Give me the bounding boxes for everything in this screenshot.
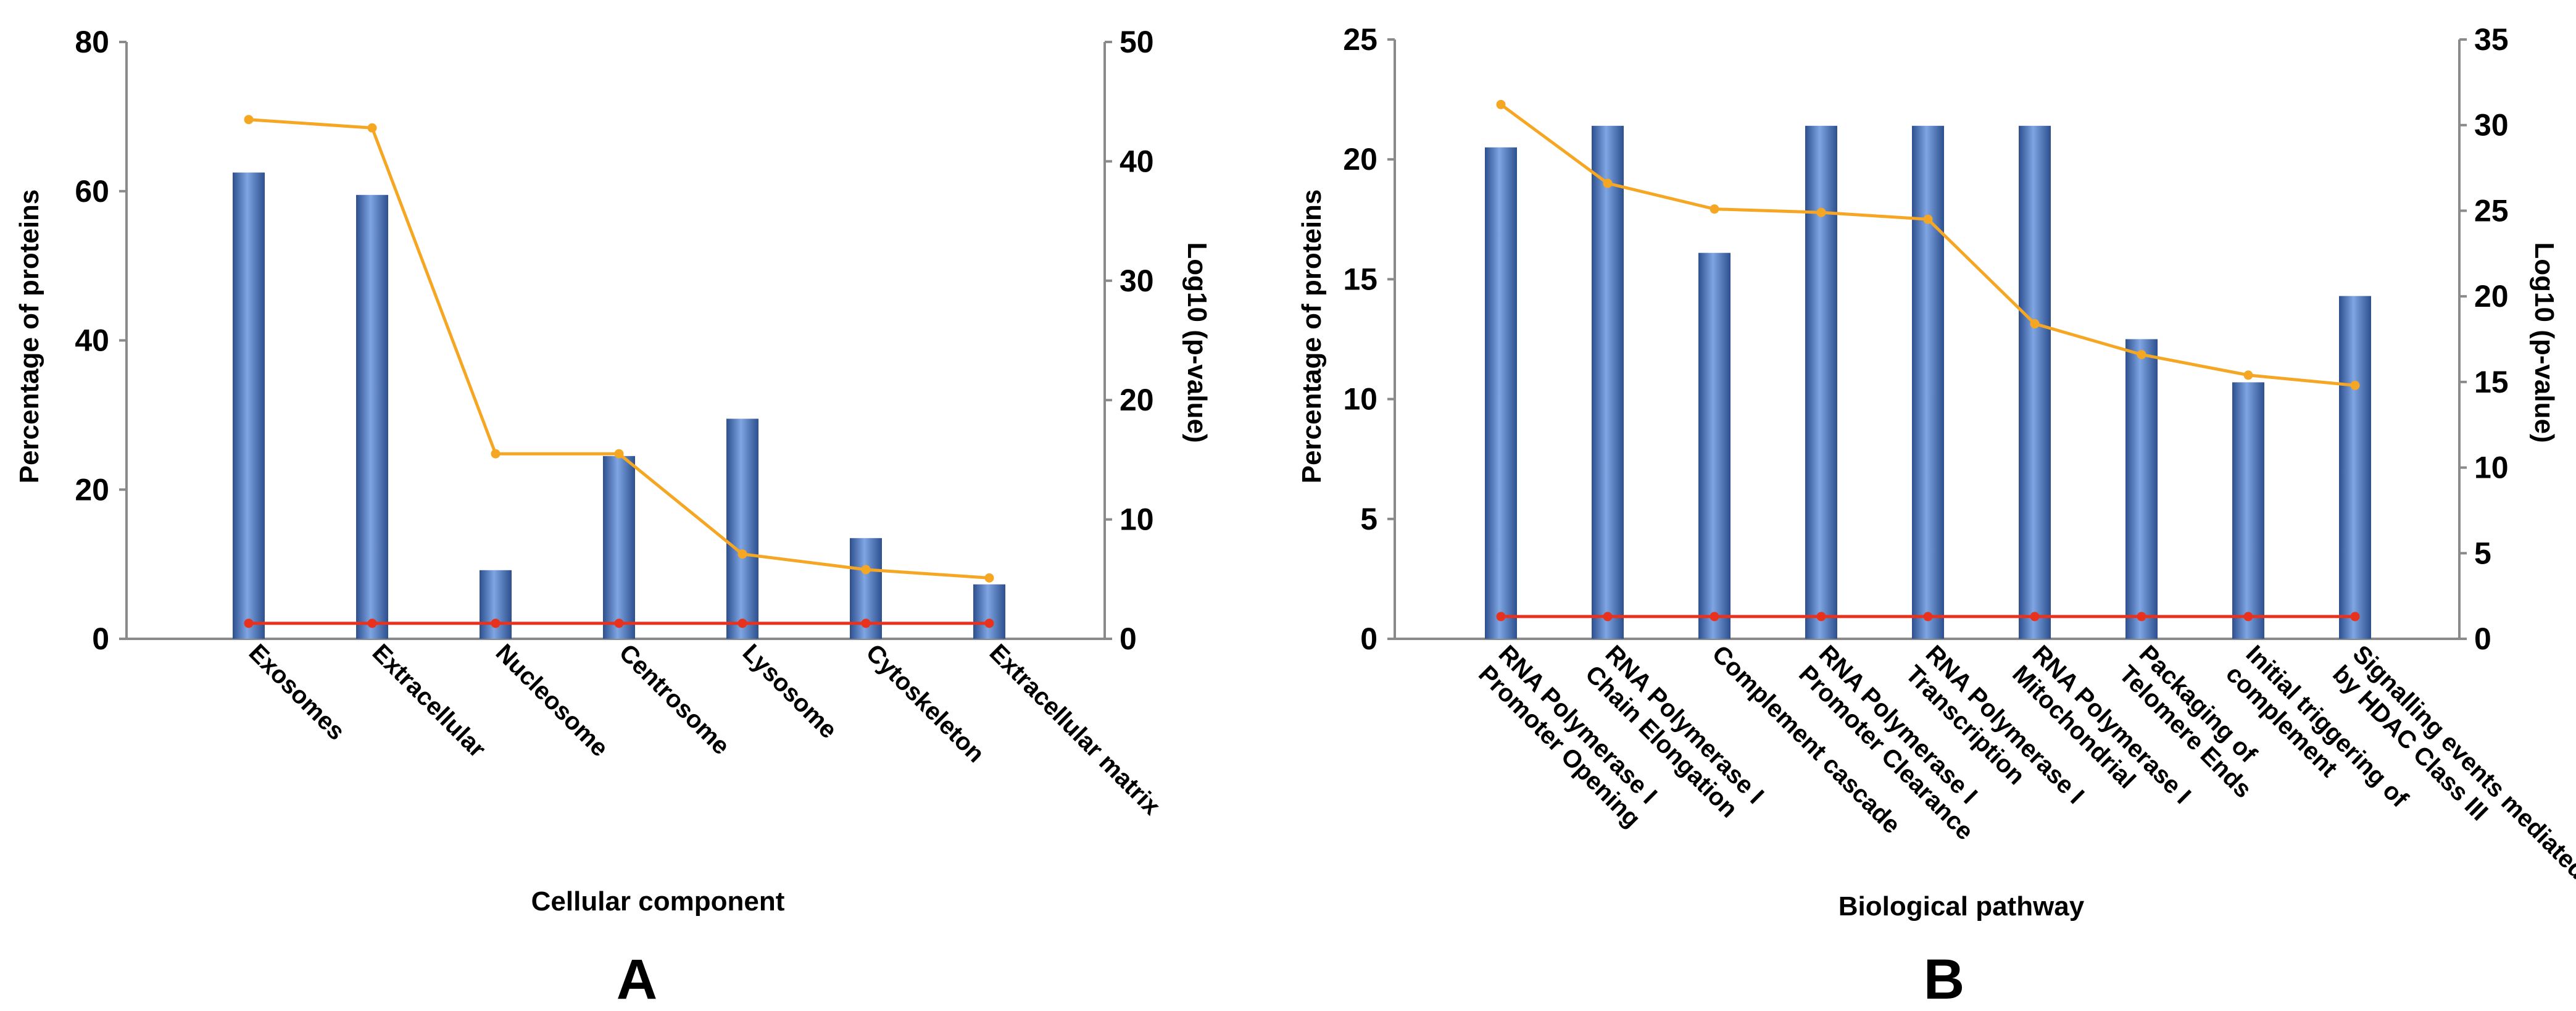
- chart-b-threshold-point: [1816, 612, 1826, 622]
- chart-a-ytick-label: 20: [75, 472, 109, 507]
- chart-a-pvalue-point: [614, 449, 624, 459]
- chart-b-threshold-point: [1923, 612, 1933, 622]
- chart-b-threshold-point: [1710, 612, 1719, 622]
- chart-b-y2tick-label: 5: [2474, 536, 2491, 570]
- chart-b-panel-label: B: [1924, 948, 1964, 1011]
- chart-b-bar: [2019, 125, 2051, 639]
- chart-a-threshold-point: [737, 618, 747, 628]
- chart-b-y2tick-label: 10: [2474, 451, 2509, 485]
- chart-b-ytick-label: 20: [1343, 142, 1377, 177]
- chart-a-bar: [356, 194, 388, 639]
- chart-b-ylabel: Percentage of proteins: [1297, 189, 1327, 484]
- chart-b-pvalue-point: [2137, 349, 2146, 359]
- chart-b-y2tick-label: 35: [2474, 22, 2509, 57]
- chart-a-threshold-point: [614, 618, 624, 628]
- chart-a-y2tick-label: 30: [1120, 264, 1154, 298]
- chart-b-bar: [1592, 125, 1624, 639]
- chart-a-y2label: Log10 (p-value): [1182, 242, 1212, 443]
- chart-a-axis-titles: Percentage of proteins Log10 (p-value) C…: [14, 189, 1212, 1011]
- chart-b-y2tick-label: 20: [2474, 279, 2509, 314]
- chart-b-threshold-point: [2350, 612, 2360, 622]
- chart-a-pvalue-point: [367, 123, 377, 133]
- chart-a-pvalue-point: [244, 115, 254, 125]
- chart-b-ytick-label: 25: [1343, 22, 1377, 57]
- chart-a-pvalue-point: [984, 573, 994, 583]
- chart-b-y2tick-label: 30: [2474, 108, 2509, 143]
- chart-b-ytick-label: 15: [1343, 262, 1377, 296]
- chart-a-y2tick-label: 10: [1120, 502, 1154, 537]
- chart-b-y2tick-label: 25: [2474, 193, 2509, 228]
- chart-a-category-label: Cytoskeleton: [861, 639, 990, 768]
- chart-b-threshold-point: [2243, 612, 2253, 622]
- chart-b-bar: [2232, 382, 2264, 639]
- chart-b-pvalue-point: [1710, 204, 1719, 214]
- chart-a-category-label: Extracellular matrix: [984, 639, 1166, 820]
- chart-b-bar: [1805, 125, 1837, 639]
- chart-b-y2tick-label: 15: [2474, 365, 2509, 399]
- chart-a-category-label: Centrosome: [614, 639, 735, 760]
- chart-a-pvalue-point: [737, 549, 747, 559]
- chart-b-pvalue-point: [1603, 178, 1613, 188]
- chart-a-y2tick-label: 50: [1120, 25, 1154, 59]
- chart-b-bar: [2339, 296, 2371, 639]
- chart-a-ytick-label: 40: [75, 323, 109, 358]
- chart-a-threshold-point: [491, 618, 501, 628]
- chart-a-bar: [233, 172, 265, 639]
- chart-a-ytick-label: 80: [75, 25, 109, 59]
- chart-a-category-label: Lysosome: [737, 639, 842, 744]
- chart-a-category-label: Exosomes: [244, 639, 351, 746]
- chart-a-ylabel: Percentage of proteins: [14, 189, 44, 484]
- chart-a-y2tick-label: 20: [1120, 383, 1154, 417]
- chart-b-bar: [1485, 147, 1517, 639]
- chart-b-pvalue-point: [2030, 319, 2040, 329]
- chart-b-y2label: Log10 (p-value): [2529, 242, 2559, 443]
- chart-a-pvalue-point: [861, 565, 871, 575]
- chart-b-threshold-point: [2030, 612, 2040, 622]
- chart-b-threshold-point: [2137, 612, 2146, 622]
- chart-a-ytick-label: 60: [75, 174, 109, 209]
- chart-b-pvalue-point: [1816, 207, 1826, 217]
- chart-a-category-label: Nucleosome: [491, 639, 613, 762]
- chart-b-pvalue-point: [2243, 370, 2253, 380]
- chart-a-threshold-point: [861, 618, 871, 628]
- chart-a-category-label: Extracellular: [367, 639, 491, 763]
- chart-a-pvalue-point: [491, 449, 501, 459]
- chart-b-threshold-point: [1603, 612, 1613, 622]
- chart-b-threshold-point: [1496, 612, 1506, 622]
- chart-a-threshold-point: [367, 618, 377, 628]
- chart-b-pvalue-point: [1923, 214, 1933, 224]
- chart-b-bar: [1912, 125, 1944, 639]
- chart-a-threshold-point: [984, 618, 994, 628]
- chart-a-panel-label: A: [617, 948, 657, 1011]
- chart-a-bar: [973, 584, 1005, 639]
- chart-b-bar: [2125, 339, 2158, 639]
- chart-b-ytick-label: 10: [1343, 382, 1377, 417]
- chart-a-y2tick-label: 0: [1120, 622, 1137, 656]
- chart-b-ytick-label: 0: [1360, 622, 1377, 656]
- chart-a-ytick-label: 0: [92, 622, 109, 656]
- chart-a-xlabel: Cellular component: [531, 886, 785, 917]
- chart-a-threshold-point: [244, 618, 254, 628]
- chart-a-bar: [603, 456, 635, 639]
- chart-b-bar: [1698, 252, 1730, 639]
- chart-a-y2tick-label: 40: [1120, 144, 1154, 178]
- chart-b-y2tick-label: 0: [2474, 622, 2491, 656]
- chart-a-bar: [480, 570, 512, 639]
- chart-b-axis-titles: Percentage of proteins Log10 (p-value) B…: [1297, 189, 2559, 1011]
- chart-b-ytick-label: 5: [1360, 502, 1377, 536]
- chart-b-pvalue-point: [2350, 380, 2360, 390]
- chart-b-pvalue-point: [1496, 99, 1506, 109]
- chart-b-xlabel: Biological pathway: [1839, 891, 2085, 922]
- chart-a-bar: [726, 418, 758, 639]
